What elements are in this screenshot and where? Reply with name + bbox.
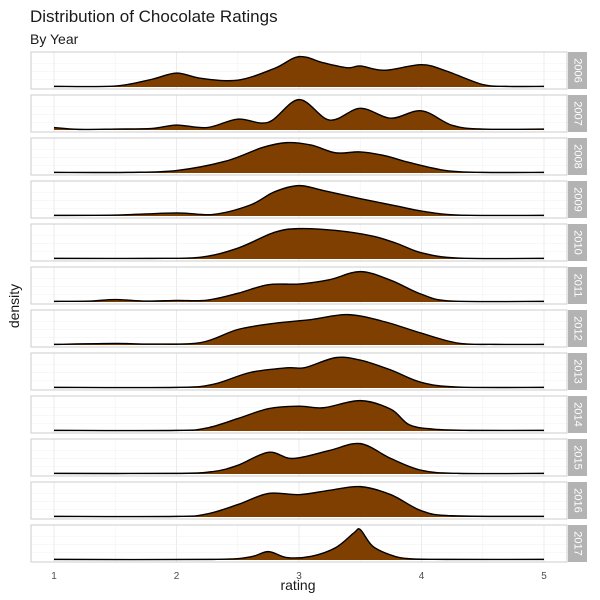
facet-panel: 2013	[30, 352, 587, 391]
panel-border	[30, 395, 568, 434]
facet-panel: 2009	[30, 180, 587, 219]
density-area-2013	[54, 357, 544, 388]
facet-strip	[568, 353, 587, 390]
density-line-2008	[53, 141, 545, 174]
x-tick-label: 2	[174, 571, 180, 582]
density-line-2014	[53, 399, 545, 432]
facet-strip	[568, 138, 587, 175]
panel-border	[30, 94, 568, 133]
panel-border	[30, 137, 568, 176]
facet-strip	[568, 525, 587, 562]
density-area-2014	[54, 400, 544, 431]
x-tick-label: 3	[296, 571, 302, 582]
panel-border	[30, 524, 568, 563]
facet-strip	[568, 267, 587, 304]
density-line-2012	[53, 313, 545, 346]
chart-subtitle: By Year	[30, 31, 79, 47]
density-area-2007	[54, 99, 544, 130]
density-area-2006	[54, 56, 544, 87]
facet-panel: 2016	[30, 481, 587, 520]
density-line-2011	[53, 270, 545, 303]
facet-panel: 2015	[30, 438, 587, 477]
facet-label: 2017	[572, 531, 584, 555]
x-axis: 1 2 3 4 5	[51, 571, 547, 582]
panel-border	[30, 51, 568, 90]
chart-title: Distribution of Chocolate Ratings	[30, 7, 278, 26]
panel-border	[30, 309, 568, 348]
facet-strip	[568, 310, 587, 347]
facet-label: 2015	[572, 445, 584, 469]
x-tick-label: 1	[51, 571, 57, 582]
facet-label: 2007	[572, 101, 584, 125]
facet-strip	[568, 224, 587, 261]
density-line-2007	[53, 98, 545, 131]
density-line-2006	[53, 55, 545, 88]
facet-panel: 2012	[30, 309, 587, 348]
density-area-2015	[54, 443, 544, 474]
x-tick-label: 5	[541, 571, 547, 582]
facet-panels: 2006 2007 2008 2009 2010 2011 2012 2013 2014 2015…	[30, 51, 587, 563]
facet-strip	[568, 52, 587, 89]
density-area-2016	[54, 486, 544, 517]
facet-label: 2011	[572, 274, 584, 298]
density-line-2015	[53, 442, 545, 475]
facet-label: 2013	[572, 359, 584, 383]
facet-label: 2014	[572, 402, 584, 426]
facet-panel: 2014	[30, 395, 587, 434]
panel-border	[30, 266, 568, 305]
panel-border	[30, 438, 568, 477]
density-area-2012	[54, 314, 544, 345]
facet-label: 2008	[572, 144, 584, 168]
facet-strip	[568, 396, 587, 433]
facet-label: 2006	[572, 58, 584, 82]
facet-label: 2010	[572, 230, 584, 254]
density-line-2013	[53, 356, 545, 389]
x-axis-label: rating	[280, 577, 315, 593]
density-line-2009	[53, 184, 545, 217]
panel-border	[30, 352, 568, 391]
facet-label: 2012	[572, 316, 584, 340]
panel-border	[30, 481, 568, 520]
panel-border	[30, 223, 568, 262]
facet-label: 2016	[572, 488, 584, 512]
facet-strip	[568, 482, 587, 519]
facet-strip	[568, 181, 587, 218]
facet-strip	[568, 95, 587, 132]
facet-strip	[568, 439, 587, 476]
density-line-2016	[53, 485, 545, 518]
density-area-2009	[54, 185, 544, 216]
x-tick-label: 4	[419, 571, 425, 582]
density-area-2010	[54, 228, 544, 259]
facet-panel: 2007	[30, 94, 587, 133]
density-line-2017	[53, 528, 545, 561]
facet-panel: 2008	[30, 137, 587, 176]
facet-label: 2009	[572, 187, 584, 211]
facet-panel: 2006	[30, 51, 587, 90]
panel-border	[30, 180, 568, 219]
facet-panel: 2011	[30, 266, 587, 305]
facet-panel: 2017	[30, 524, 587, 563]
facet-panel: 2010	[30, 223, 587, 262]
density-line-2010	[53, 227, 545, 260]
y-axis-label: density	[6, 284, 22, 328]
density-area-2008	[54, 142, 544, 173]
